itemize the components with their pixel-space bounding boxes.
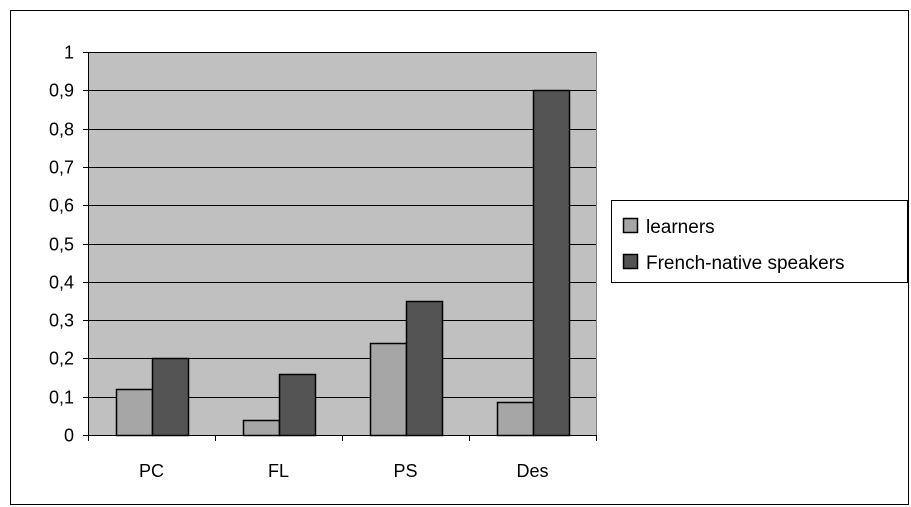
bar-1-2 xyxy=(405,300,444,437)
y-tick-label-5: 0,5 xyxy=(49,235,74,255)
bar-1-3 xyxy=(532,89,571,437)
y-tick-label-7: 0,7 xyxy=(49,158,74,178)
gridlines xyxy=(88,52,597,435)
bar-0-2 xyxy=(369,342,408,437)
y-tick-label-9: 0,9 xyxy=(49,81,74,101)
y-axis-ticks: 0 0,1 0,2 0,3 0,4 0,5 0,6 0,7 0,8 0,9 1 xyxy=(49,43,88,446)
y-tick-label-3: 0,3 xyxy=(49,311,74,331)
bar-0-0 xyxy=(115,388,154,437)
x-axis-ticks: PC FL PS Des xyxy=(88,435,597,481)
y-tick-label-8: 0,8 xyxy=(49,120,74,140)
bar-0-1 xyxy=(242,419,281,437)
x-tick-label-0: PC xyxy=(139,461,164,481)
y-tick-label-4: 0,4 xyxy=(49,273,74,293)
bar-1-0 xyxy=(151,357,190,437)
y-tick-label-1: 0,1 xyxy=(49,388,74,408)
x-tick-label-3: Des xyxy=(516,461,548,481)
legend-swatch-1 xyxy=(622,253,639,270)
y-tick-label-0: 0 xyxy=(64,426,74,446)
legend-swatch-0 xyxy=(622,217,639,234)
bar-0-3 xyxy=(496,401,535,437)
bar-1-1 xyxy=(278,373,317,437)
legend-label-1: French-native speakers xyxy=(646,253,845,274)
y-tick-label-2: 0,2 xyxy=(49,349,74,369)
y-tick-label-10: 1 xyxy=(64,43,74,63)
legend-label-0: learners xyxy=(646,217,715,238)
x-tick-label-1: FL xyxy=(268,461,289,481)
x-tick-label-2: PS xyxy=(393,461,417,481)
bars xyxy=(115,89,571,437)
legend: learners French-native speakers xyxy=(611,200,908,283)
legend-box xyxy=(611,200,908,283)
y-tick-label-6: 0,6 xyxy=(49,196,74,216)
